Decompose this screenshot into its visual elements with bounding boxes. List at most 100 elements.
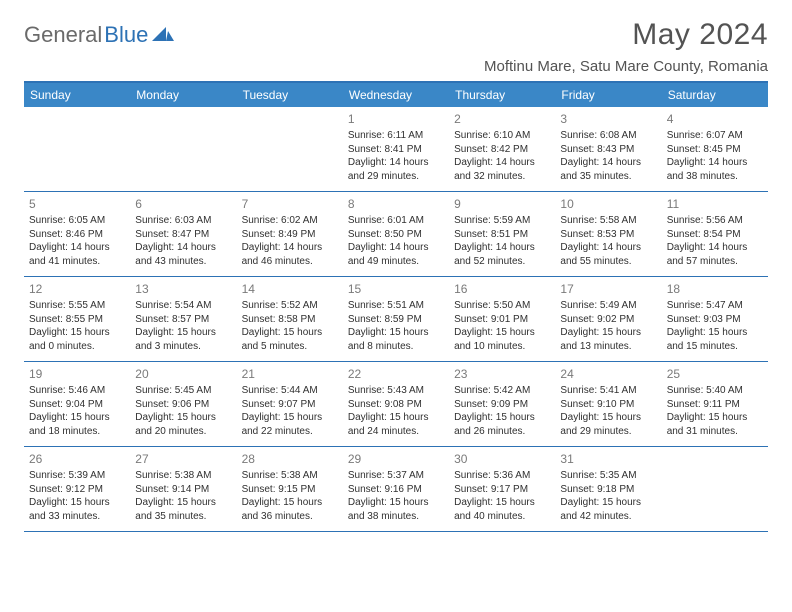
sunset-line: Sunset: 8:55 PM bbox=[29, 313, 125, 327]
daylight-line: Daylight: 15 hours and 29 minutes. bbox=[560, 411, 656, 438]
daylight-line: Daylight: 15 hours and 5 minutes. bbox=[242, 326, 338, 353]
day-cell: 19Sunrise: 5:46 AMSunset: 9:04 PMDayligh… bbox=[24, 362, 130, 446]
daylight-line: Daylight: 15 hours and 36 minutes. bbox=[242, 496, 338, 523]
day-number: 22 bbox=[348, 366, 444, 382]
day-cell: 14Sunrise: 5:52 AMSunset: 8:58 PMDayligh… bbox=[237, 277, 343, 361]
sunset-line: Sunset: 8:50 PM bbox=[348, 228, 444, 242]
sunrise-line: Sunrise: 5:43 AM bbox=[348, 384, 444, 398]
day-number: 20 bbox=[135, 366, 231, 382]
sunrise-line: Sunrise: 5:58 AM bbox=[560, 214, 656, 228]
sunset-line: Sunset: 8:45 PM bbox=[667, 143, 763, 157]
daylight-line: Daylight: 15 hours and 33 minutes. bbox=[29, 496, 125, 523]
weekday-sunday: Sunday bbox=[24, 83, 130, 107]
month-title: May 2024 bbox=[484, 18, 768, 52]
day-number: 7 bbox=[242, 196, 338, 212]
sunrise-line: Sunrise: 6:05 AM bbox=[29, 214, 125, 228]
sunset-line: Sunset: 8:57 PM bbox=[135, 313, 231, 327]
day-cell: 21Sunrise: 5:44 AMSunset: 9:07 PMDayligh… bbox=[237, 362, 343, 446]
day-cell: 28Sunrise: 5:38 AMSunset: 9:15 PMDayligh… bbox=[237, 447, 343, 531]
sunset-line: Sunset: 9:07 PM bbox=[242, 398, 338, 412]
sunset-line: Sunset: 8:43 PM bbox=[560, 143, 656, 157]
day-cell: 20 Sunrise: 5:45 AMSunset: 9:06 PMDayligh… bbox=[130, 362, 236, 446]
sunset-line: Sunset: 9:03 PM bbox=[667, 313, 763, 327]
sunrise-line: Sunrise: 5:38 AM bbox=[242, 469, 338, 483]
daylight-line: Daylight: 14 hours and 57 minutes. bbox=[667, 241, 763, 268]
calendar-grid: SundayMondayTuesdayWednesdayThursdayFrid… bbox=[24, 83, 768, 532]
sunrise-line: Sunrise: 5:35 AM bbox=[560, 469, 656, 483]
sunrise-line: Sunrise: 5:38 AM bbox=[135, 469, 231, 483]
day-cell: 8Sunrise: 6:01 AMSunset: 8:50 PMDaylight… bbox=[343, 192, 449, 276]
day-cell: 9Sunrise: 5:59 AMSunset: 8:51 PMDaylight… bbox=[449, 192, 555, 276]
day-number: 2 bbox=[454, 111, 550, 127]
day-number: 29 bbox=[348, 451, 444, 467]
day-cell: 18Sunrise: 5:47 AMSunset: 9:03 PMDayligh… bbox=[662, 277, 768, 361]
week-row: 5Sunrise: 6:05 AMSunset: 8:46 PMDaylight… bbox=[24, 192, 768, 277]
day-cell: 4 Sunrise: 6:07 AMSunset: 8:45 PMDaylight… bbox=[662, 107, 768, 191]
day-number: 13 bbox=[135, 281, 231, 297]
sunrise-line: Sunrise: 5:44 AM bbox=[242, 384, 338, 398]
daylight-line: Daylight: 14 hours and 55 minutes. bbox=[560, 241, 656, 268]
day-number: 26 bbox=[29, 451, 125, 467]
week-row: 1Sunrise: 6:11 AMSunset: 8:41 PMDaylight… bbox=[24, 107, 768, 192]
day-cell: 30Sunrise: 5:36 AMSunset: 9:17 PMDayligh… bbox=[449, 447, 555, 531]
day-number: 16 bbox=[454, 281, 550, 297]
daylight-line: Daylight: 14 hours and 49 minutes. bbox=[348, 241, 444, 268]
sunset-line: Sunset: 8:58 PM bbox=[242, 313, 338, 327]
sunset-line: Sunset: 9:15 PM bbox=[242, 483, 338, 497]
day-number: 25 bbox=[667, 366, 763, 382]
daylight-line: Daylight: 14 hours and 38 minutes. bbox=[667, 156, 763, 183]
day-number: 5 bbox=[29, 196, 125, 212]
sunrise-line: Sunrise: 5:52 AM bbox=[242, 299, 338, 313]
day-cell: 7 Sunrise: 6:02 AMSunset: 8:49 PMDaylight… bbox=[237, 192, 343, 276]
sunrise-line: Sunrise: 6:08 AM bbox=[560, 129, 656, 143]
sunrise-line: Sunrise: 6:07 AM bbox=[667, 129, 763, 143]
day-number: 31 bbox=[560, 451, 656, 467]
day-cell: 1Sunrise: 6:11 AMSunset: 8:41 PMDaylight… bbox=[343, 107, 449, 191]
sunset-line: Sunset: 9:11 PM bbox=[667, 398, 763, 412]
sunrise-line: Sunrise: 5:50 AM bbox=[454, 299, 550, 313]
sunrise-line: Sunrise: 5:47 AM bbox=[667, 299, 763, 313]
daylight-line: Daylight: 14 hours and 52 minutes. bbox=[454, 241, 550, 268]
day-number: 4 bbox=[667, 111, 763, 127]
day-cell-empty bbox=[130, 107, 236, 191]
day-cell: 3Sunrise: 6:08 AMSunset: 8:43 PMDaylight… bbox=[555, 107, 661, 191]
day-cell: 26Sunrise: 5:39 AMSunset: 9:12 PMDayligh… bbox=[24, 447, 130, 531]
sunrise-line: Sunrise: 6:11 AM bbox=[348, 129, 444, 143]
day-cell: 16Sunrise: 5:50 AMSunset: 9:01 PMDayligh… bbox=[449, 277, 555, 361]
day-cell: 12Sunrise: 5:55 AMSunset: 8:55 PMDayligh… bbox=[24, 277, 130, 361]
week-row: 26Sunrise: 5:39 AMSunset: 9:12 PMDayligh… bbox=[24, 447, 768, 532]
day-number: 24 bbox=[560, 366, 656, 382]
sunset-line: Sunset: 9:16 PM bbox=[348, 483, 444, 497]
day-number: 18 bbox=[667, 281, 763, 297]
sunset-line: Sunset: 9:14 PM bbox=[135, 483, 231, 497]
daylight-line: Daylight: 14 hours and 46 minutes. bbox=[242, 241, 338, 268]
header: GeneralBlue May 2024 Moftinu Mare, Satu … bbox=[24, 18, 768, 75]
day-cell: 2Sunrise: 6:10 AMSunset: 8:42 PMDaylight… bbox=[449, 107, 555, 191]
sunset-line: Sunset: 8:42 PM bbox=[454, 143, 550, 157]
sunrise-line: Sunrise: 5:49 AM bbox=[560, 299, 656, 313]
sunrise-line: Sunrise: 5:36 AM bbox=[454, 469, 550, 483]
sunrise-line: Sunrise: 6:02 AM bbox=[242, 214, 338, 228]
logo-triangle-icon bbox=[152, 25, 174, 46]
daylight-line: Daylight: 15 hours and 8 minutes. bbox=[348, 326, 444, 353]
sunrise-line: Sunrise: 6:03 AM bbox=[135, 214, 231, 228]
daylight-line: Daylight: 14 hours and 32 minutes. bbox=[454, 156, 550, 183]
day-cell: 23Sunrise: 5:42 AMSunset: 9:09 PMDayligh… bbox=[449, 362, 555, 446]
weekday-saturday: Saturday bbox=[662, 83, 768, 107]
sunrise-line: Sunrise: 5:45 AM bbox=[135, 384, 231, 398]
sunset-line: Sunset: 8:54 PM bbox=[667, 228, 763, 242]
day-number: 17 bbox=[560, 281, 656, 297]
day-cell: 13Sunrise: 5:54 AMSunset: 8:57 PMDayligh… bbox=[130, 277, 236, 361]
title-block: May 2024 Moftinu Mare, Satu Mare County,… bbox=[484, 18, 768, 75]
daylight-line: Daylight: 15 hours and 26 minutes. bbox=[454, 411, 550, 438]
sunrise-line: Sunrise: 5:41 AM bbox=[560, 384, 656, 398]
sunset-line: Sunset: 9:06 PM bbox=[135, 398, 231, 412]
sunrise-line: Sunrise: 5:37 AM bbox=[348, 469, 444, 483]
sunrise-line: Sunrise: 5:40 AM bbox=[667, 384, 763, 398]
sunrise-line: Sunrise: 5:39 AM bbox=[29, 469, 125, 483]
sunset-line: Sunset: 8:49 PM bbox=[242, 228, 338, 242]
daylight-line: Daylight: 15 hours and 20 minutes. bbox=[135, 411, 231, 438]
day-number: 8 bbox=[348, 196, 444, 212]
daylight-line: Daylight: 14 hours and 41 minutes. bbox=[29, 241, 125, 268]
daylight-line: Daylight: 15 hours and 18 minutes. bbox=[29, 411, 125, 438]
